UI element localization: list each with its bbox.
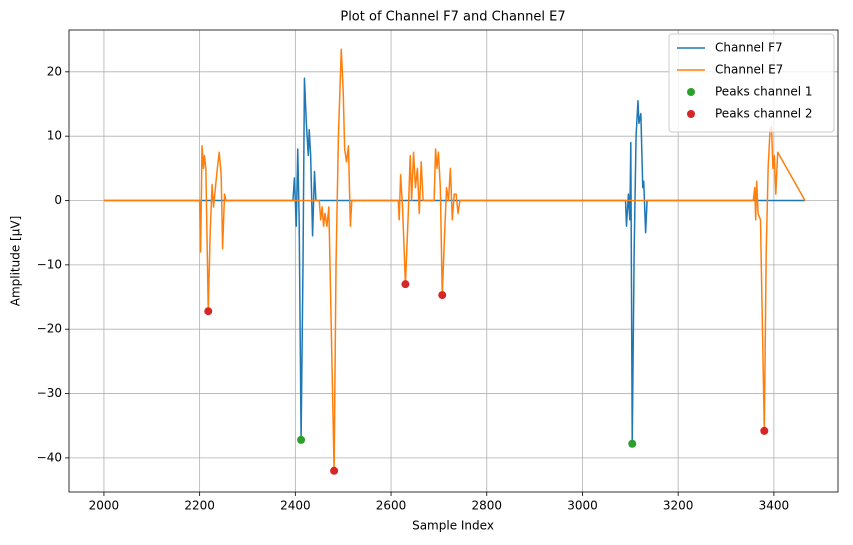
peak-marker xyxy=(760,426,769,435)
legend-box xyxy=(668,33,835,133)
chart-title: Plot of Channel F7 and Channel E7 xyxy=(340,10,565,25)
x-tick-label: 2200 xyxy=(184,499,215,513)
y-axis-label: Amplitude [µV] xyxy=(9,216,23,307)
legend-marker xyxy=(687,88,695,96)
legend-label: Channel F7 xyxy=(715,41,783,55)
x-tick-label: 3200 xyxy=(663,499,694,513)
legend-label: Peaks channel 1 xyxy=(715,85,813,99)
peak-marker xyxy=(628,439,637,448)
peak-marker xyxy=(438,291,447,300)
y-tick-label: −20 xyxy=(37,322,62,336)
peak-marker xyxy=(204,307,213,316)
x-tick-label: 3400 xyxy=(759,499,790,513)
plot-frame xyxy=(68,29,839,493)
y-tick-label: 0 xyxy=(54,193,62,207)
x-tick-label: 3000 xyxy=(567,499,598,513)
peak-marker xyxy=(330,466,339,475)
y-tick-label: −10 xyxy=(37,257,62,271)
x-tick-label: 2000 xyxy=(89,499,120,513)
y-tick-label: −30 xyxy=(37,386,62,400)
x-tick-label: 2400 xyxy=(280,499,311,513)
y-tick-label: −40 xyxy=(37,450,62,464)
x-axis-label: Sample Index xyxy=(412,519,494,533)
legend-label: Peaks channel 2 xyxy=(715,107,813,121)
peak-marker xyxy=(401,280,410,289)
x-tick-label: 2800 xyxy=(471,499,502,513)
legend-marker xyxy=(687,110,695,118)
peak-marker xyxy=(297,435,306,444)
x-tick-label: 2600 xyxy=(376,499,407,513)
legend-label: Channel E7 xyxy=(715,63,783,77)
y-tick-label: 20 xyxy=(47,64,62,78)
series-line xyxy=(103,48,806,472)
y-tick-label: 10 xyxy=(47,129,62,143)
